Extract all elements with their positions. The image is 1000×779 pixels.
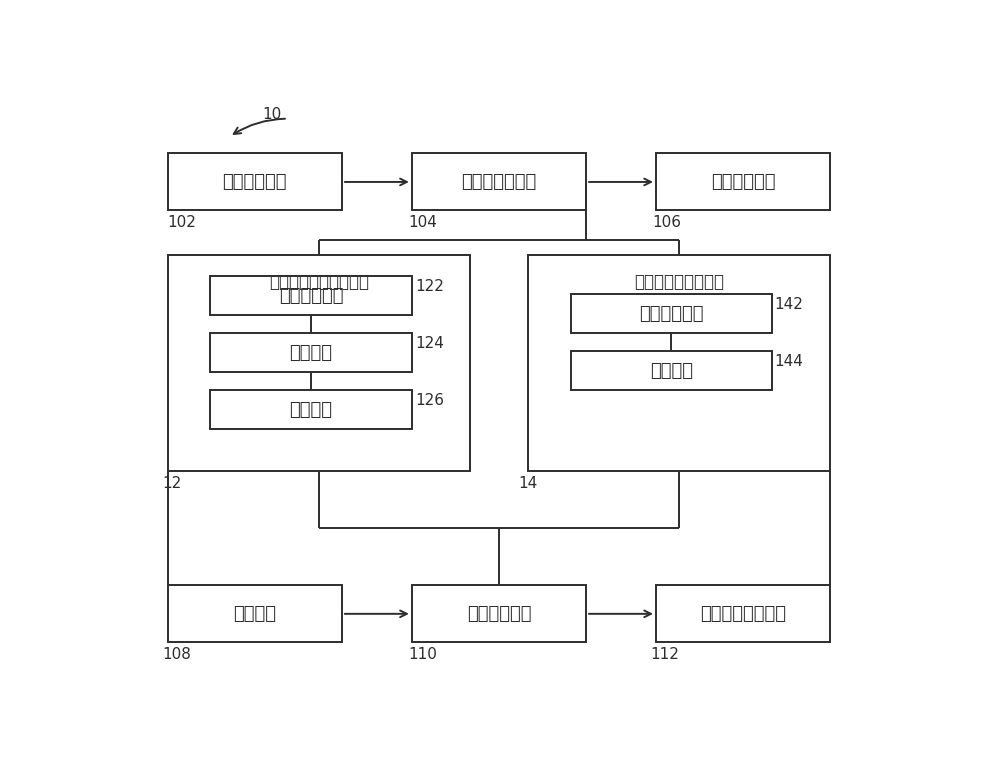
Bar: [656, 153, 830, 210]
Bar: [571, 294, 772, 333]
Text: 区域生长模块: 区域生长模块: [279, 287, 343, 305]
Text: 10: 10: [263, 107, 282, 122]
Text: 142: 142: [774, 298, 803, 312]
Text: 边界提取模块: 边界提取模块: [467, 605, 531, 623]
Text: 图像提取模块: 图像提取模块: [223, 173, 287, 191]
Text: 标记模块: 标记模块: [290, 401, 332, 419]
Text: 124: 124: [416, 337, 444, 351]
Text: 聚类模块: 聚类模块: [650, 362, 693, 380]
Bar: [210, 390, 412, 429]
Bar: [571, 351, 772, 390]
Text: 滤波去噪模块: 滤波去噪模块: [711, 173, 775, 191]
Bar: [168, 256, 470, 471]
Text: 126: 126: [416, 393, 445, 408]
Text: 106: 106: [652, 215, 681, 230]
Text: 管腔边界检测子系统: 管腔边界检测子系统: [634, 273, 724, 291]
Text: 144: 144: [774, 354, 803, 369]
Text: 12: 12: [162, 475, 181, 491]
Text: 112: 112: [650, 647, 679, 661]
Text: 108: 108: [162, 647, 191, 661]
Bar: [412, 153, 586, 210]
Text: 14: 14: [519, 475, 538, 491]
Text: 110: 110: [408, 647, 437, 661]
Bar: [656, 585, 830, 643]
Text: 极坐标变换模块: 极坐标变换模块: [461, 173, 537, 191]
Text: 104: 104: [408, 215, 437, 230]
Text: 中外膜边界检测子系统: 中外膜边界检测子系统: [269, 273, 369, 291]
Bar: [412, 585, 586, 643]
Bar: [528, 256, 830, 471]
Text: 122: 122: [416, 280, 444, 294]
Bar: [168, 153, 342, 210]
Bar: [210, 333, 412, 372]
Bar: [168, 585, 342, 643]
Text: 102: 102: [168, 215, 196, 230]
Text: 矫正模块: 矫正模块: [233, 605, 276, 623]
Text: 增量模块: 增量模块: [290, 344, 332, 362]
Bar: [210, 277, 412, 315]
Text: 内部选择模块: 内部选择模块: [639, 305, 704, 323]
Text: 直角坐标变换模块: 直角坐标变换模块: [700, 605, 786, 623]
